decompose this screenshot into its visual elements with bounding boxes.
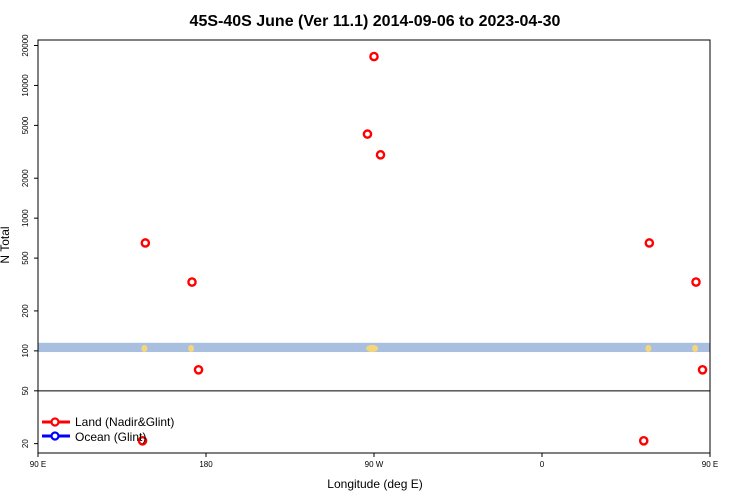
y-tick-label: 200 xyxy=(21,304,30,318)
legend-label-ocean: Ocean (Glint) xyxy=(75,430,146,444)
x-tick-label: 0 xyxy=(540,460,545,469)
legend: Land (Nadir&Glint) Ocean (Glint) xyxy=(42,415,174,444)
y-axis-label: N Total xyxy=(0,226,12,263)
legend-marker-ocean xyxy=(50,431,60,441)
x-tick-label: 90 W xyxy=(365,460,384,469)
legend-label-land: Land (Nadir&Glint) xyxy=(75,415,174,429)
legend-entry-land: Land (Nadir&Glint) xyxy=(42,415,174,429)
data-point xyxy=(691,277,701,287)
data-point xyxy=(187,277,197,287)
x-tick-label: 180 xyxy=(199,460,213,469)
data-point xyxy=(697,365,708,375)
band-accent xyxy=(366,344,379,353)
data-point xyxy=(375,150,386,160)
data-band xyxy=(38,342,710,353)
data-point xyxy=(638,436,649,446)
band-accent xyxy=(645,344,652,353)
data-point xyxy=(193,365,204,375)
legend-marker-land xyxy=(50,417,60,427)
y-tick-label: 1000 xyxy=(21,209,30,227)
y-tick-label: 10000 xyxy=(21,74,30,97)
data-point xyxy=(137,436,148,446)
data-point xyxy=(369,51,379,62)
band-accent xyxy=(692,344,699,353)
y-tick-label: 2000 xyxy=(21,169,30,187)
y-tick-label: 20000 xyxy=(21,34,30,57)
y-tick-label: 5000 xyxy=(21,116,30,134)
y-tick-label: 20 xyxy=(21,439,30,448)
y-tick-label: 50 xyxy=(21,386,30,395)
band-accent xyxy=(188,344,195,353)
data-point xyxy=(140,238,151,248)
legend-entry-ocean: Ocean (Glint) xyxy=(42,430,146,444)
band-accent xyxy=(141,344,148,353)
x-tick-label: 90 E xyxy=(702,460,718,469)
y-tick-label: 500 xyxy=(21,251,30,265)
data-point xyxy=(644,238,655,248)
data-point xyxy=(362,129,373,139)
chart-title: 45S-40S June (Ver 11.1) 2014-09-06 to 20… xyxy=(190,13,561,30)
y-axis-ticks: 20 50 100 200 500 1000 2000 5000 10000 20000 xyxy=(21,34,38,448)
x-tick-label: 90 E xyxy=(30,460,46,469)
y-tick-label: 100 xyxy=(21,344,30,358)
x-axis-label: Longitude (deg E) xyxy=(327,477,422,491)
data-points xyxy=(137,51,708,446)
